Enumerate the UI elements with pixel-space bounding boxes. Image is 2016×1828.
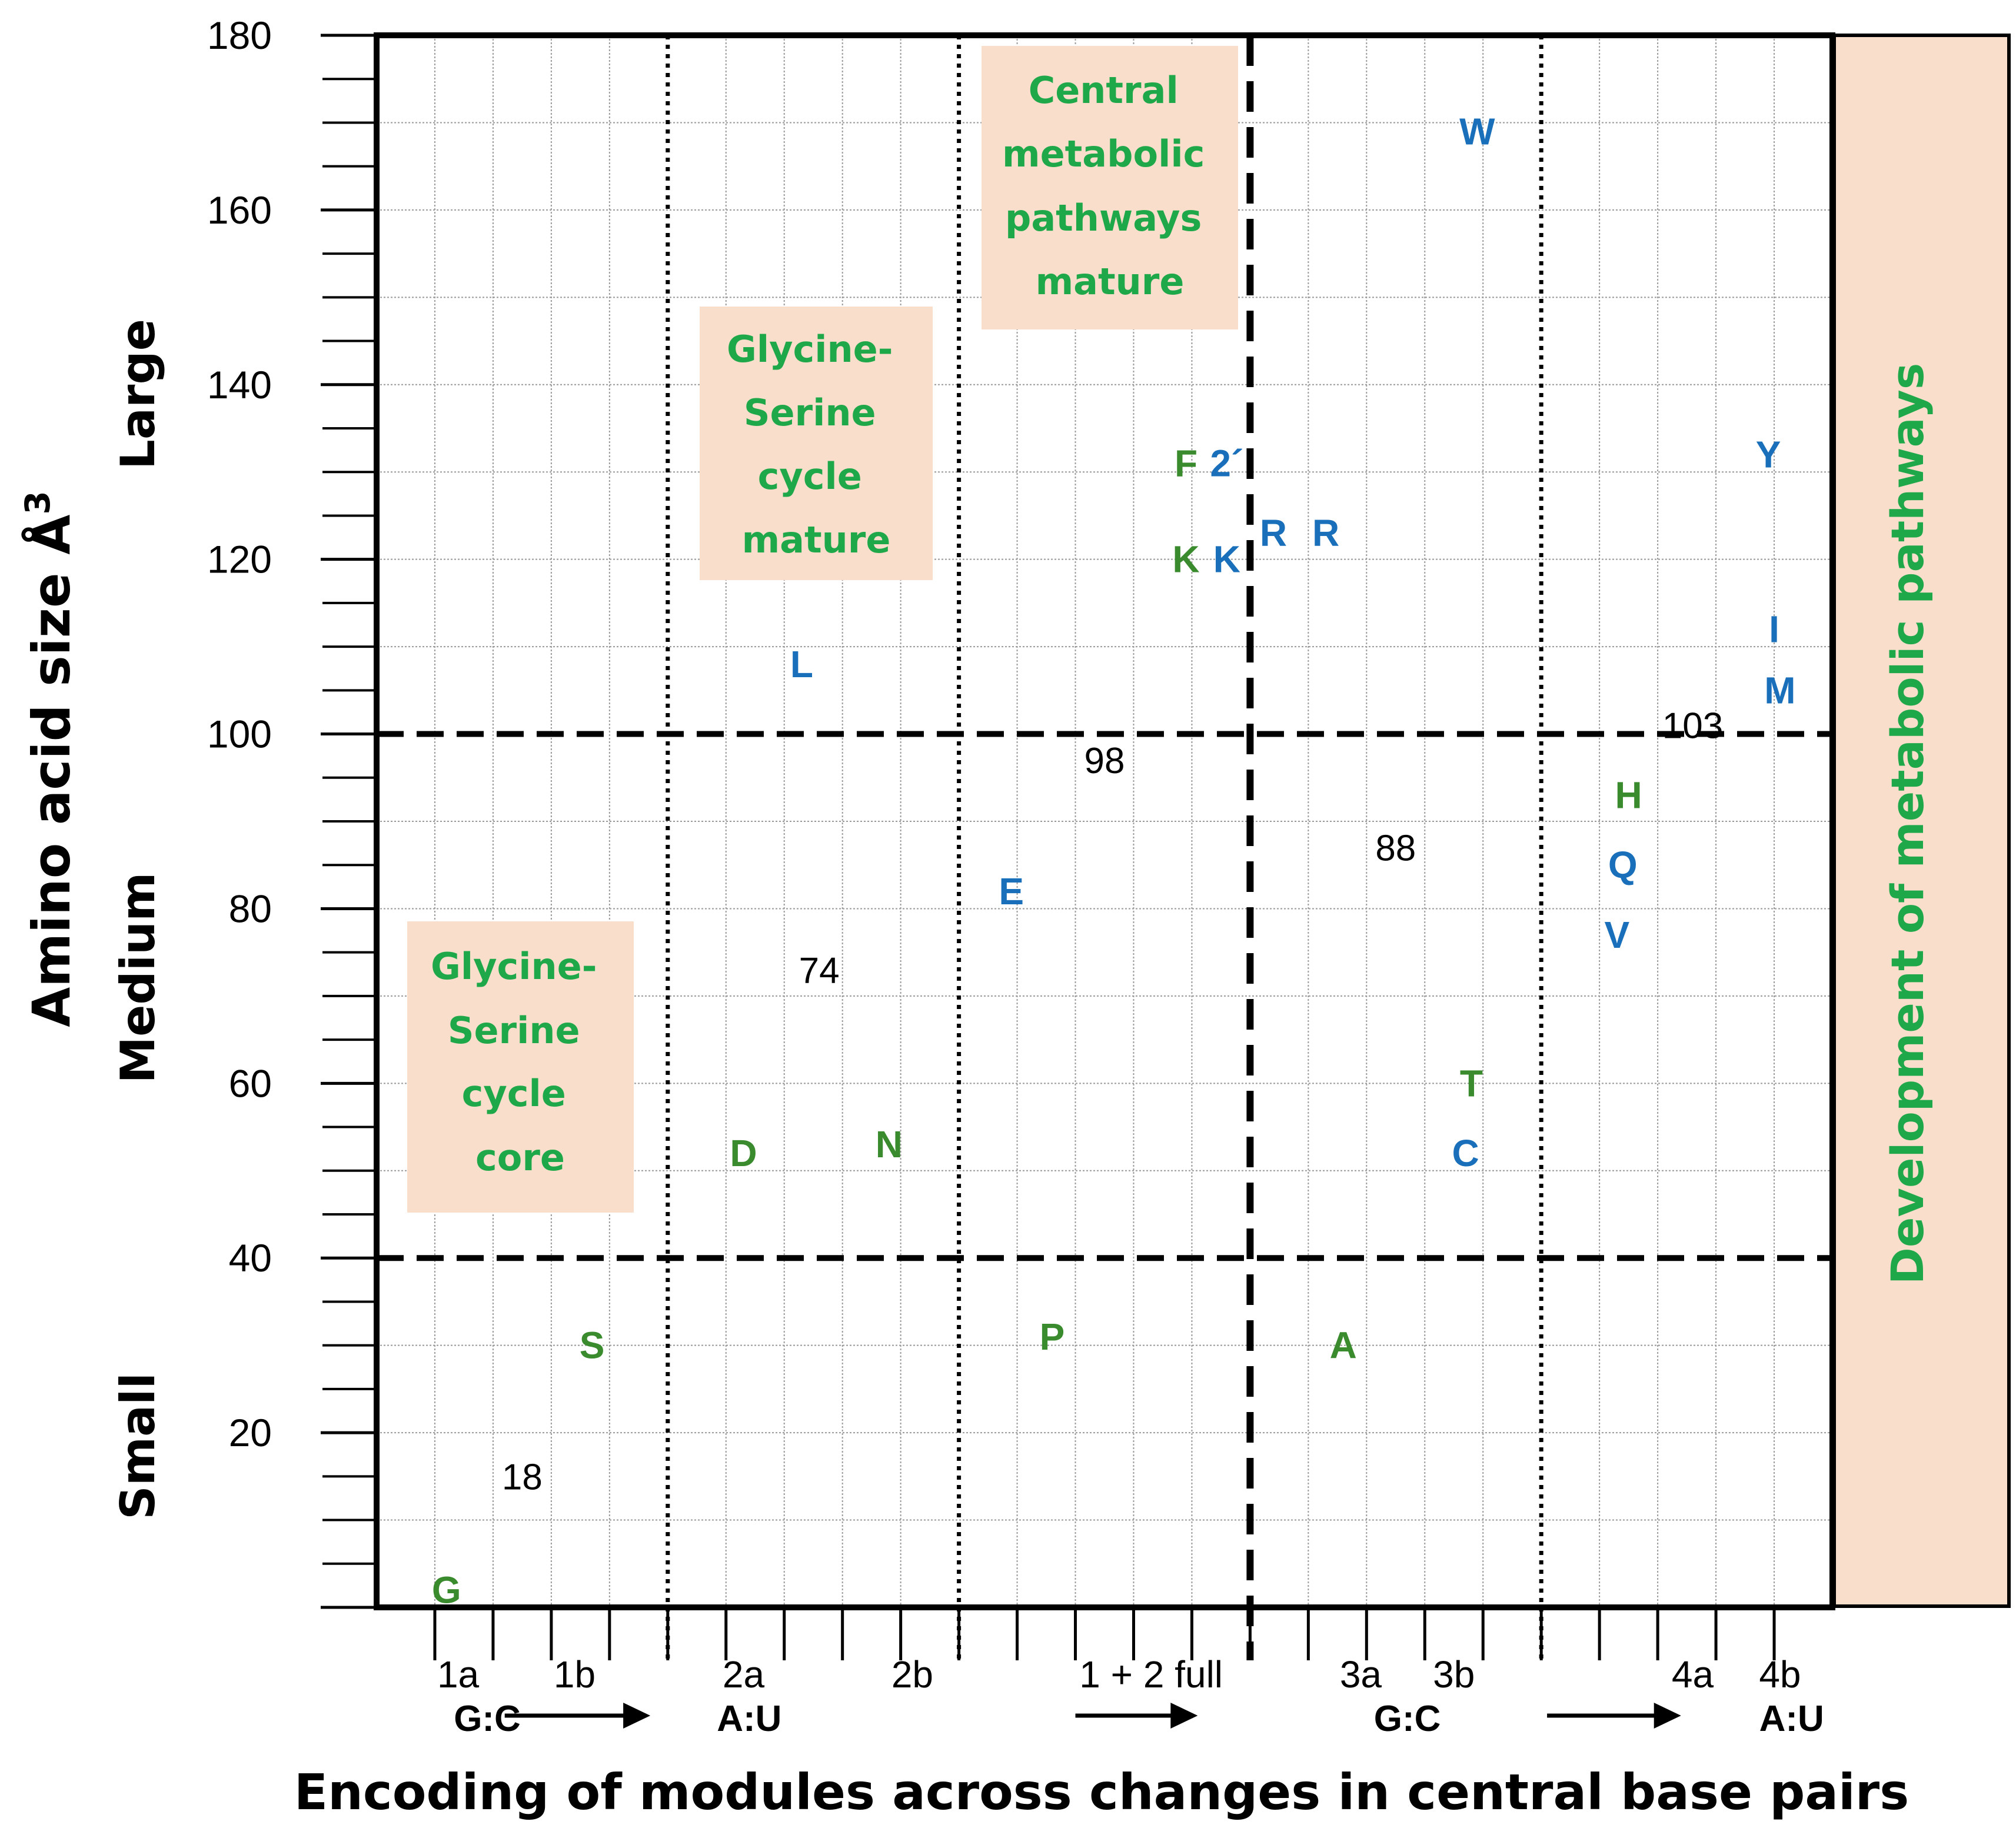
point-blue: E: [999, 870, 1024, 913]
base-pair-from: G:C: [1374, 1699, 1441, 1739]
point-green: F: [1175, 442, 1197, 484]
box-line: Glycine-: [727, 328, 893, 371]
y-tick-label: 40: [229, 1236, 272, 1280]
point-blue: I: [1769, 608, 1779, 650]
x-tick-label: 2b: [891, 1653, 933, 1696]
box-line: cycle: [758, 455, 862, 498]
point-green: T: [1460, 1062, 1483, 1104]
x-tick-label: 1b: [554, 1653, 596, 1696]
point-green: H: [1615, 774, 1642, 816]
box-line: mature: [742, 518, 891, 561]
box-line: Serine: [744, 391, 876, 434]
base-pair-transition: [1075, 1703, 1198, 1729]
point-green: N: [876, 1123, 903, 1166]
x-tick-label: 4b: [1759, 1653, 1801, 1696]
annotation-box-central-metabolic: Central metabolic pathways mature: [982, 46, 1238, 329]
value-annotation: 18: [502, 1457, 543, 1497]
point-blue: C: [1452, 1132, 1479, 1174]
x-tick-label: 1 + 2 full: [1079, 1653, 1223, 1696]
y-tick-label: 180: [207, 14, 272, 57]
point-blue: R: [1312, 512, 1339, 554]
box-line: Central: [1029, 69, 1179, 112]
point-blue: K: [1213, 538, 1240, 581]
box-line: Serine: [448, 1009, 580, 1052]
base-pair-from: G:C: [454, 1699, 521, 1739]
arrow-head: [1654, 1703, 1681, 1729]
box-line: mature: [1036, 260, 1185, 303]
y-axis-title: Amino acid size Å3: [18, 491, 82, 1027]
svg-text:Central metabolic: Central metabolic pathways mature: [1002, 69, 1217, 303]
annotation-box-glycine-serine-core: Glycine- Serine cycle core: [407, 921, 634, 1213]
point-blue: W: [1459, 110, 1495, 152]
side-panel-label: Development of metabolic pathways: [1881, 363, 1934, 1284]
base-pair-transitions: G:C A:U G:C A:U: [454, 1699, 1824, 1739]
x-axis-title: Encoding of modules across changes in ce…: [294, 1763, 1909, 1821]
x-tick-label: 3a: [1340, 1653, 1382, 1696]
point-blue: Q: [1608, 844, 1638, 886]
arrow-head: [1170, 1703, 1198, 1729]
point-green: A: [1330, 1324, 1357, 1367]
point-green: K: [1172, 538, 1199, 581]
x-tick-label: 2a: [723, 1653, 765, 1696]
size-class-medium: Medium: [111, 873, 165, 1084]
x-tick-label: 4a: [1672, 1653, 1714, 1696]
x-tick-label: 3b: [1433, 1653, 1475, 1696]
base-pair-transition: G:C A:U: [454, 1699, 781, 1739]
box-line: Glycine-: [431, 945, 597, 988]
point-green: D: [730, 1132, 757, 1174]
x-tick-label: 1a: [437, 1653, 480, 1696]
value-annotation: 98: [1084, 741, 1125, 781]
y-tick-label: 80: [229, 887, 272, 930]
size-class-large: Large: [111, 319, 165, 470]
y-tick-label: 100: [207, 712, 272, 756]
y-tick-label: 160: [207, 188, 272, 232]
y-tick-labels: 20 40 60 80 100 120 140 160 180: [207, 14, 272, 1454]
box-line: metabolic: [1002, 132, 1205, 175]
side-panel: Development of metabolic pathways: [1832, 34, 2011, 1608]
value-annotation: 74: [799, 950, 840, 991]
y-tick-label: 60: [229, 1061, 272, 1105]
svg-text:Glycine- Serine cy: Glycine- Serine cycle mature: [727, 328, 906, 561]
box-line: cycle: [462, 1072, 566, 1115]
base-pair-transition: G:C A:U: [1374, 1699, 1824, 1739]
box-line: core: [475, 1136, 565, 1179]
base-pair-to: A:U: [1759, 1699, 1824, 1739]
value-annotation: 103: [1662, 706, 1723, 747]
point-blue: M: [1764, 669, 1795, 711]
box-line: pathways: [1005, 197, 1202, 239]
x-tick-labels: 1a 1b 2a 2b 1 + 2 full 3a 3b 4a 4b: [437, 1653, 1801, 1696]
module-dividers: [666, 35, 1543, 1660]
base-pair-to: A:U: [717, 1699, 781, 1739]
y-tick-label: 140: [207, 363, 272, 407]
threshold-lines: [377, 731, 1832, 1261]
y-tick-label: 20: [229, 1411, 272, 1454]
point-green: S: [580, 1324, 605, 1367]
point-blue: R: [1260, 512, 1287, 554]
point-blue: L: [790, 643, 813, 685]
point-blue: Y: [1756, 434, 1781, 476]
point-green: G: [432, 1569, 461, 1611]
arrow-head: [623, 1703, 651, 1729]
svg-text:Glycine- Serine cy: Glycine- Serine cycle core: [431, 945, 610, 1179]
value-annotation: 88: [1375, 828, 1416, 869]
annotation-box-glycine-serine-mature: Glycine- Serine cycle mature: [700, 307, 933, 580]
point-blue: V: [1605, 914, 1630, 956]
size-class-small: Small: [111, 1373, 165, 1520]
y-tick-label: 120: [207, 538, 272, 581]
value-annotations: 18 74 98 88 103: [502, 706, 1723, 1498]
point-blue: 2´: [1210, 442, 1243, 484]
point-green: P: [1040, 1316, 1065, 1358]
